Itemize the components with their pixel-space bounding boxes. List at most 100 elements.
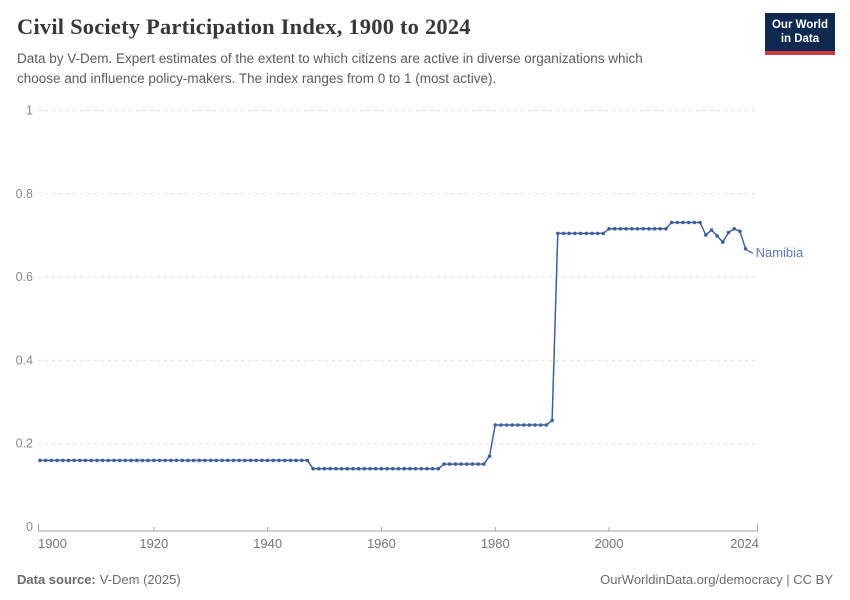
chart-subtitle: Data by V-Dem. Expert estimates of the e… xyxy=(17,49,750,90)
data-point xyxy=(686,220,691,225)
data-point xyxy=(459,462,463,466)
data-point xyxy=(681,220,685,225)
data-point xyxy=(732,227,736,231)
data-point xyxy=(624,227,628,231)
data-point xyxy=(425,466,429,471)
data-point xyxy=(123,458,128,463)
data-point xyxy=(453,462,458,466)
data-point xyxy=(669,220,674,225)
data-point xyxy=(709,228,714,232)
owid-logo-line2: in Data xyxy=(780,33,820,46)
data-point xyxy=(573,231,577,236)
data-point xyxy=(578,231,583,236)
data-point xyxy=(590,231,594,236)
data-point xyxy=(226,458,230,463)
data-point xyxy=(220,458,224,463)
series-line-namibia[interactable] xyxy=(40,221,747,470)
data-point xyxy=(698,220,702,225)
data-point xyxy=(726,230,731,235)
data-point xyxy=(89,458,93,463)
data-point xyxy=(601,231,606,236)
data-point xyxy=(408,466,412,471)
y-tick-label: 0.6 xyxy=(16,270,33,284)
data-point xyxy=(66,458,71,463)
data-point xyxy=(169,458,173,463)
data-point xyxy=(493,423,498,427)
data-point xyxy=(430,466,435,471)
data-point xyxy=(692,220,697,225)
data-point xyxy=(584,231,589,236)
label-connector xyxy=(746,249,754,254)
data-point xyxy=(214,458,219,463)
y-tick-label: 0.8 xyxy=(16,187,33,201)
data-point xyxy=(112,458,116,463)
data-point xyxy=(140,458,145,463)
data-point xyxy=(129,458,133,463)
data-point xyxy=(43,458,48,463)
data-point xyxy=(516,423,520,427)
x-tick-label: 1900 xyxy=(38,536,67,551)
data-point xyxy=(180,458,185,463)
x-tick-label: 2000 xyxy=(595,536,624,551)
data-point xyxy=(49,458,54,463)
data-point xyxy=(197,458,202,463)
data-point xyxy=(664,227,668,231)
entity-label-namibia[interactable]: Namibia xyxy=(756,245,804,260)
data-point xyxy=(436,466,441,471)
chart-subtitle-line1: Data by V-Dem. Expert estimates of the e… xyxy=(17,51,643,66)
data-point xyxy=(743,247,748,251)
data-point xyxy=(538,423,543,427)
data-point xyxy=(305,458,310,463)
data-point xyxy=(527,423,532,427)
data-point xyxy=(260,458,264,463)
data-point xyxy=(721,240,725,244)
data-point xyxy=(61,458,65,463)
data-point xyxy=(294,458,298,463)
owid-logo[interactable]: Our World in Data xyxy=(764,13,835,55)
data-point xyxy=(607,227,611,231)
data-point xyxy=(379,466,384,471)
data-point xyxy=(55,458,59,463)
data-point xyxy=(83,458,88,463)
data-point xyxy=(402,466,407,471)
data-point xyxy=(658,227,662,231)
data-point xyxy=(391,466,395,471)
data-point xyxy=(567,231,571,236)
y-tick-label: 0.4 xyxy=(16,353,33,367)
data-point xyxy=(231,458,236,463)
data-point xyxy=(237,458,241,463)
data-point xyxy=(271,458,276,463)
data-point xyxy=(38,458,42,463)
data-point xyxy=(368,466,372,471)
y-tick-label: 1 xyxy=(26,104,33,118)
data-point xyxy=(362,466,367,471)
data-point xyxy=(504,423,509,427)
data-point xyxy=(203,458,207,463)
data-point xyxy=(334,466,338,471)
data-point xyxy=(476,462,481,466)
data-point xyxy=(157,458,162,463)
data-point xyxy=(152,458,156,463)
data-point xyxy=(345,466,350,471)
data-point xyxy=(487,454,492,459)
data-point xyxy=(612,227,617,231)
data-point xyxy=(186,458,190,463)
data-point xyxy=(191,458,196,463)
data-point xyxy=(544,423,549,427)
x-tick-label: 2024 xyxy=(730,536,759,551)
data-point xyxy=(208,458,213,463)
data-point xyxy=(351,466,355,471)
data-point xyxy=(265,458,270,463)
license-link[interactable]: OurWorldinData.org/democracy | CC BY xyxy=(600,572,833,587)
data-point xyxy=(447,462,452,466)
data-point xyxy=(533,423,537,427)
data-point xyxy=(174,458,179,463)
x-tick-label: 1960 xyxy=(367,536,396,551)
data-point xyxy=(470,462,475,466)
data-point xyxy=(248,458,253,463)
data-point xyxy=(635,227,640,231)
data-point xyxy=(163,458,167,463)
data-point xyxy=(311,466,315,471)
data-point xyxy=(134,458,139,463)
data-source-note: Data source: V-Dem (2025) xyxy=(17,572,181,587)
